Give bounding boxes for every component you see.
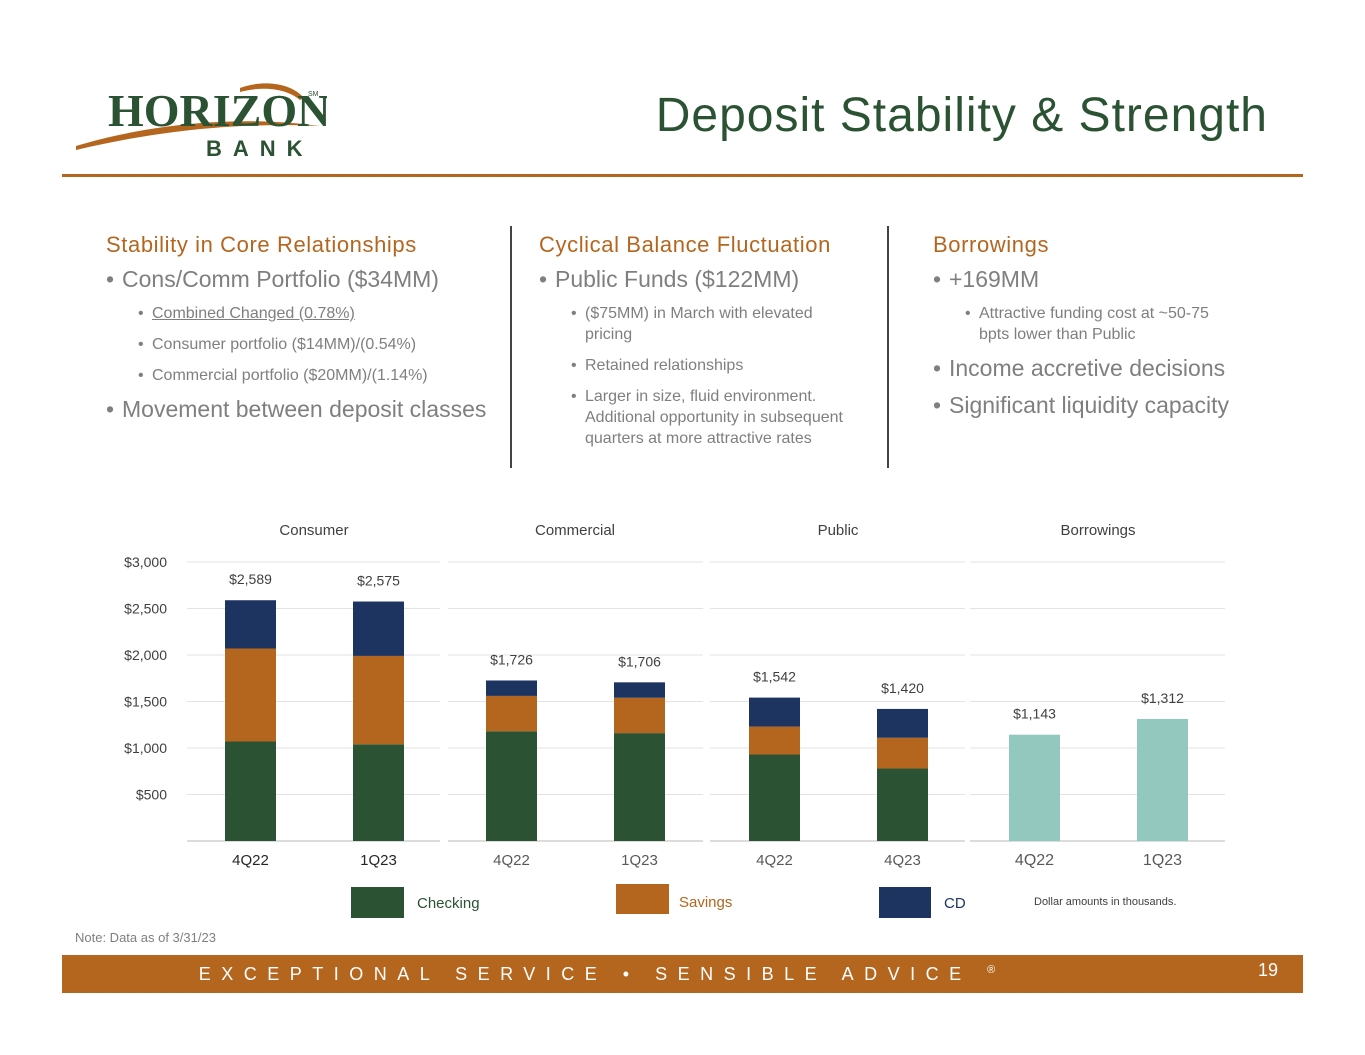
bar-checking-1q23 <box>353 744 404 841</box>
column-divider <box>510 226 512 468</box>
x-tick-label: 1Q23 <box>1143 852 1182 869</box>
bar-savings-4q23 <box>877 737 928 769</box>
data-label: $1,542 <box>753 669 796 685</box>
y-tick-label: $3,000 <box>124 554 167 570</box>
y-tick-label: $2,500 <box>124 601 167 617</box>
bullet: • Movement between deposit classes <box>106 396 487 422</box>
page-title: Deposit Stability & Strength <box>655 89 1268 142</box>
bar-savings-4q22 <box>225 648 276 742</box>
bar-cd-4q22 <box>749 697 800 727</box>
chart-title: Borrowings <box>1060 522 1135 539</box>
y-tick-label: $1,000 <box>124 740 167 756</box>
data-label: $2,589 <box>229 571 272 587</box>
data-label: $1,143 <box>1013 706 1056 722</box>
page-number: 19 <box>1257 960 1278 980</box>
legend-swatch-savings <box>616 884 669 914</box>
bar-savings-4q22 <box>749 726 800 755</box>
bullet: • Income accretive decisions <box>933 355 1226 381</box>
legend-label-cd: CD <box>944 895 966 912</box>
column-borrowings: Borrowings • +169MM • Attractive funding c… <box>933 232 1263 429</box>
bar-checking-4q23 <box>877 768 928 841</box>
bar-cd-4q22 <box>225 600 276 649</box>
x-tick-label: 4Q22 <box>493 852 530 869</box>
header-divider <box>62 174 1303 177</box>
bar-savings-4q22 <box>486 695 537 732</box>
bar-checking-4q22 <box>749 754 800 841</box>
legend-swatch-cd <box>879 887 931 918</box>
x-tick-label: 4Q23 <box>884 852 921 869</box>
deposit-charts: Consumer $2,589 4Q22 $2,575 1Q23 $500 $1,000 $1… <box>124 522 1225 869</box>
footnote: Dollar amounts in thousands. <box>1034 896 1177 908</box>
bar-cd-1q23 <box>614 682 665 698</box>
footer-tagline: EXCEPTIONAL SERVICE • SENSIBLE ADVICE ® <box>198 964 996 984</box>
bar-checking-1q23 <box>614 733 665 841</box>
bar-savings-1q23 <box>614 697 665 734</box>
y-tick-label: $500 <box>136 787 167 803</box>
legend-label-savings: Savings <box>679 894 733 911</box>
bar-checking-4q22 <box>486 731 537 841</box>
sub-bullet: • Larger in size, fluid environment. Addi… <box>571 388 843 447</box>
bar-checking-4q22 <box>225 741 276 841</box>
sub-bullet: • Consumer portfolio ($14MM)/(0.54%) <box>138 336 417 353</box>
x-tick-label: 1Q23 <box>621 852 658 869</box>
column-heading: Borrowings <box>933 232 1050 257</box>
bar-cd-4q23 <box>877 708 928 738</box>
x-tick-label: 4Q22 <box>756 852 793 869</box>
sub-bullet: • ($75MM) in March with elevated pricing <box>571 305 813 343</box>
column-divider <box>887 226 889 468</box>
bar-cd-4q22 <box>486 680 537 696</box>
bullet: • Cons/Comm Portfolio ($34MM) <box>106 266 439 292</box>
column-heading: Stability in Core Relationships <box>106 232 417 257</box>
legend-swatch-checking <box>351 887 404 918</box>
bullet: • Significant liquidity capacity <box>933 392 1229 418</box>
y-tick-label: $1,500 <box>124 694 167 710</box>
sub-bullet: • Combined Changed (0.78%) <box>138 305 355 322</box>
data-label: $2,575 <box>357 573 400 589</box>
x-tick-label: 4Q22 <box>232 852 269 869</box>
logo-wordmark: HORIZON <box>108 85 327 136</box>
sub-bullet: • Attractive funding cost at ~50-75 bpts … <box>965 305 1209 343</box>
column-cyclical-fluctuation: Cyclical Balance Fluctuation • Public Fun… <box>539 232 884 459</box>
bar-borrowings-4q22 <box>1009 734 1060 841</box>
data-label: $1,312 <box>1141 690 1184 706</box>
bullet: • Public Funds ($122MM) <box>539 266 800 292</box>
column-heading: Cyclical Balance Fluctuation <box>539 232 831 257</box>
legend-label-checking: Checking <box>417 895 480 912</box>
data-note: Note: Data as of 3/31/23 <box>75 930 216 945</box>
sub-bullet: • Retained relationships <box>571 357 744 374</box>
bar-savings-1q23 <box>353 655 404 745</box>
data-label: $1,420 <box>881 680 924 696</box>
data-label: $1,706 <box>618 653 661 669</box>
sub-bullet: • Commercial portfolio ($20MM)/(1.14%) <box>138 367 428 384</box>
bar-borrowings-1q23 <box>1137 718 1188 841</box>
chart-title: Commercial <box>535 522 615 539</box>
bar-cd-1q23 <box>353 601 404 656</box>
y-tick-label: $2,000 <box>124 647 167 663</box>
column-core-relationships: Stability in Core Relationships • Cons/Co… <box>106 232 511 433</box>
bullet: • +169MM <box>933 266 1040 292</box>
x-tick-label: 4Q22 <box>1015 852 1054 869</box>
x-tick-label: 1Q23 <box>360 852 397 869</box>
svg-text:SM: SM <box>308 91 319 98</box>
horizon-bank-logo: HORIZON SM BANK <box>76 83 327 161</box>
chart-title: Consumer <box>279 522 348 539</box>
data-label: $1,726 <box>490 651 533 667</box>
logo-subtitle: BANK <box>206 136 314 161</box>
footer-bar: EXCEPTIONAL SERVICE • SENSIBLE ADVICE ® … <box>62 955 1303 993</box>
chart-title: Public <box>818 522 859 539</box>
